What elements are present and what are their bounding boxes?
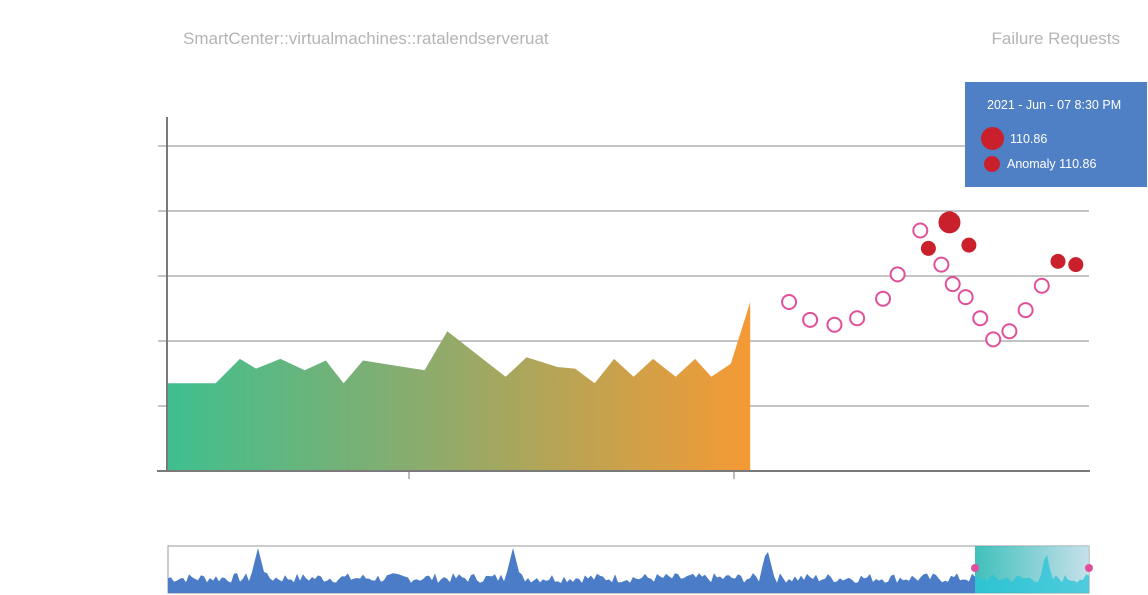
forecast-point[interactable] [889,266,906,283]
historical-area [167,302,751,471]
tooltip-value-dot-icon [981,127,1004,150]
anomaly-point[interactable] [961,237,977,253]
navigator-right-handle[interactable] [1085,564,1093,572]
forecast-point[interactable] [972,310,989,327]
forecast-point[interactable] [875,290,892,307]
forecast-point[interactable] [933,256,950,273]
forecast-point[interactable] [944,276,961,293]
forecast-series [781,222,1050,348]
metric-title: Failure Requests [991,29,1120,48]
range-navigator[interactable] [167,545,1093,594]
navigator-selection-series [975,555,1089,593]
tooltip-anomaly-dot-icon [984,156,1000,172]
tooltip-value: 110.86 [1010,131,1048,146]
tooltip-time: 2021 - Jun - 07 8:30 PM [987,98,1122,112]
navigator-left-handle[interactable] [971,564,979,572]
navigator-series [168,548,975,593]
anomaly-point[interactable] [1050,253,1066,269]
tooltip-anomaly-row: Anomaly 110.86 [984,156,1096,172]
forecast-point[interactable] [802,311,819,328]
anomaly-series [920,211,1084,273]
chart-title: SmartCenter::virtualmachines::ratalendse… [183,29,549,48]
forecast-point[interactable] [826,316,843,333]
forecast-point[interactable] [849,310,866,327]
tooltip-anomaly: Anomaly 110.86 [1007,157,1097,171]
forecast-point[interactable] [957,289,974,306]
anomaly-point[interactable] [1068,257,1084,273]
anomaly-point[interactable] [920,240,936,256]
anomaly-point-highlighted[interactable] [938,211,961,234]
forecast-point[interactable] [781,294,798,310]
tooltip: 2021 - Jun - 07 8:30 PM 110.86 Anomaly 1… [965,82,1147,187]
forecast-point[interactable] [1001,323,1018,340]
forecast-point[interactable] [912,222,929,239]
forecast-point[interactable] [1033,277,1050,294]
tooltip-value-row: 110.86 [981,127,1047,150]
forecast-point[interactable] [985,331,1002,348]
forecast-point[interactable] [1017,302,1034,319]
